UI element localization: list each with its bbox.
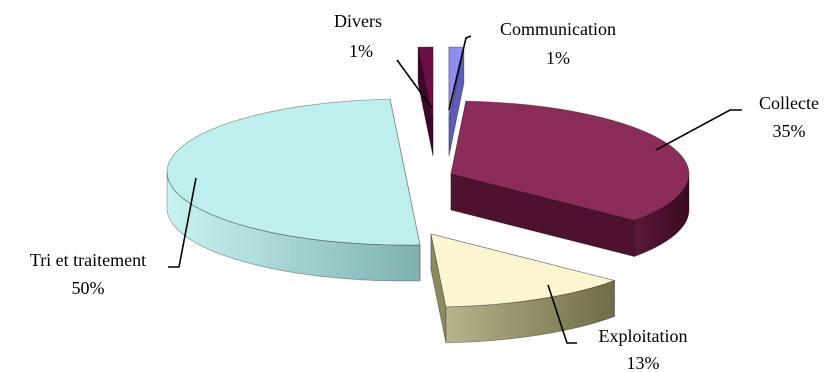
leader-line-tri: [168, 177, 197, 268]
label-exploitation-percent: 13%: [627, 353, 660, 372]
slice-top: [430, 233, 616, 308]
slice-top: [166, 98, 421, 246]
slice-exploitation: [430, 233, 616, 344]
slice-tri-et-traitement: [166, 98, 421, 282]
label-divers-percent: 1%: [349, 41, 373, 61]
slice-divers: [417, 46, 434, 157]
leader-line-exploitation: [547, 284, 577, 344]
slice-top: [450, 100, 690, 221]
slice-wall: [430, 233, 447, 343]
leader-line-collecte: [655, 109, 742, 151]
leader-line-divers: [396, 59, 433, 109]
label-collecte-name: Collecte: [759, 93, 819, 113]
label-collecte-percent: 35%: [773, 121, 806, 141]
label-communication-name: Communication: [500, 19, 616, 39]
slice-top: [417, 46, 434, 121]
slice-wall: [450, 173, 635, 258]
label-communication-percent: 1%: [546, 48, 570, 68]
label-tri-name: Tri et traitement: [30, 250, 146, 270]
label-divers-name: Divers: [334, 11, 382, 31]
leader-line-communication: [448, 35, 472, 111]
label-exploitation-name: Exploitation: [599, 326, 688, 346]
label-tri-percent: 50%: [72, 278, 105, 298]
slice-collecte: [450, 100, 690, 258]
